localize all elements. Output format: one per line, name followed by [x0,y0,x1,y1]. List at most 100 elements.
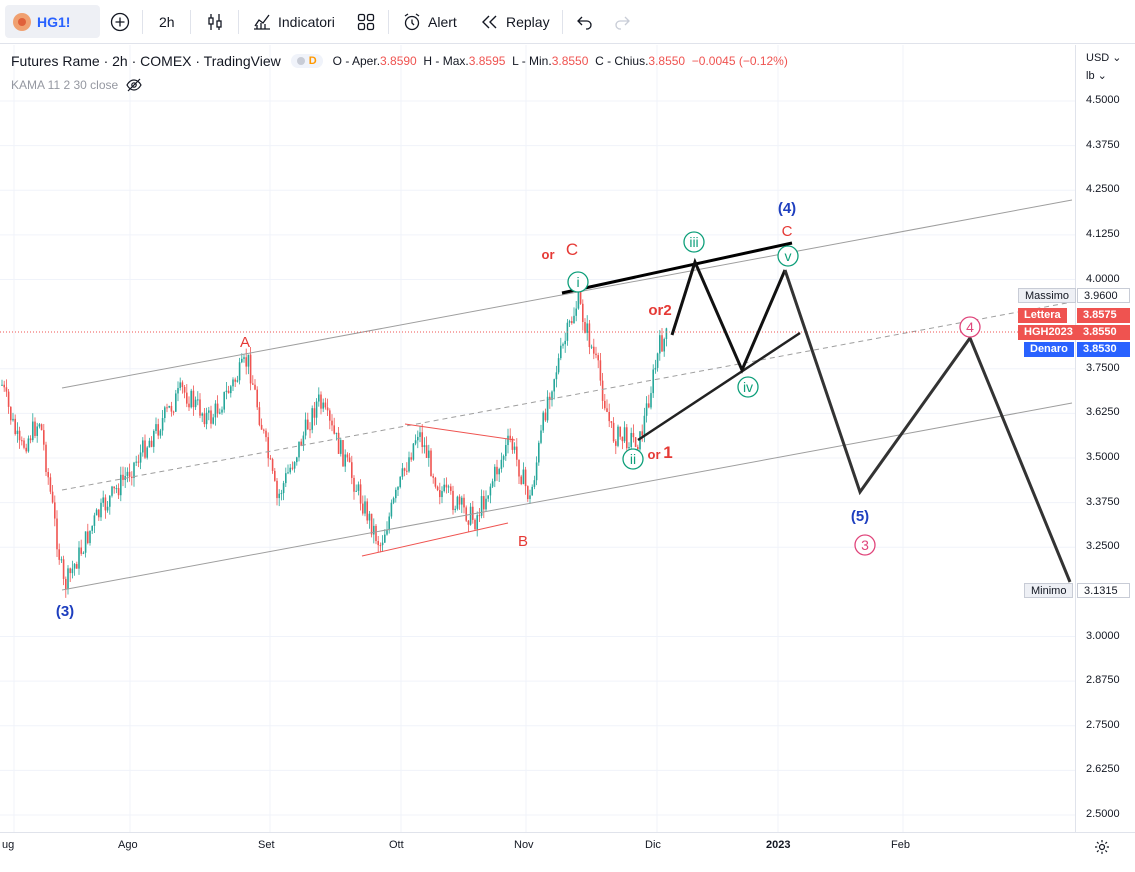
candle-body [639,431,641,450]
candle-body [445,484,448,488]
wave-label-C-top: C [566,240,578,259]
chart-type-button[interactable] [205,7,225,37]
candle-body [423,445,426,447]
candle-body [485,498,487,510]
candle-body [115,488,118,490]
candle-body [311,408,313,430]
candle-body [269,458,272,460]
price-axis[interactable]: USD ⌄ lb ⌄ 4.5000 4.3750 4.2500 4.1250 4.000… [1018,45,1135,832]
candle-body [414,440,417,444]
replay-button[interactable]: Replay [480,7,550,37]
candle-body [172,411,175,413]
candle-body [450,486,452,491]
candle-body [375,525,377,542]
candle-body [186,392,188,404]
toolbar-separator [190,10,191,34]
interval-button[interactable]: 2h [159,7,175,37]
templates-button[interactable] [356,7,376,37]
candle-body [245,357,247,367]
alert-label: Alert [428,14,457,30]
candle-body [126,471,129,476]
minimo-label: Minimo [1024,583,1074,598]
candle-body [307,419,309,430]
candle-body [241,358,243,363]
price-tick: 4.3750 [1086,138,1120,151]
data-delay-badge[interactable]: D [290,54,323,68]
candle-body [320,394,322,409]
projected-wave-black [670,257,787,374]
candle-body [56,518,58,550]
channel-upper-line [61,199,1073,389]
price-tick: 3.6250 [1086,406,1120,419]
candle-body [505,445,507,457]
candle-body [324,402,327,408]
wave-label-i: i [576,274,579,290]
candle-body [461,497,463,505]
unit-selector[interactable]: lb ⌄ [1086,69,1107,82]
undo-button[interactable] [576,7,594,37]
candle-body [555,372,558,380]
price-tick: 3.5000 [1086,451,1120,463]
candle-body [465,507,467,521]
candle-body [608,411,610,422]
candle-body [71,568,74,574]
candle-body [562,344,564,346]
wave-label-ii: ii [630,451,636,467]
candle-body [326,407,329,411]
candle-body [513,446,516,450]
candle-body [12,418,14,421]
compare-add-button[interactable] [110,7,130,37]
candle-body [357,484,360,491]
candle-body [313,408,316,418]
candle-body [36,426,38,436]
candle-body [111,486,113,496]
candle-body [612,422,615,442]
candle-body [425,445,428,458]
wave-label-4-pink: 4 [966,319,974,335]
indicators-button[interactable]: Indicatori [252,7,335,37]
candle-body [135,461,137,463]
candle-body [254,384,256,390]
candle-body [296,457,298,463]
candle-body [577,291,580,309]
candle-body [637,446,639,450]
time-axis[interactable]: ug Ago Set Ott Nov Dic 2023 Feb [0,832,1135,872]
candle-body [467,520,470,525]
candle-body [280,493,283,495]
candle-body [632,432,635,438]
candle-body [379,545,382,547]
candle-body [285,473,287,484]
candle-body [197,399,199,401]
candle-body [221,409,223,413]
candle-body [403,468,406,471]
symbol-search-button[interactable]: HG1! [5,5,100,38]
hidden-eye-icon[interactable] [126,78,142,92]
candle-body [656,353,659,368]
candle-body [289,467,291,473]
gear-icon[interactable] [1094,839,1110,855]
low-label: L - Min. [512,54,552,68]
candle-body [509,435,511,439]
candle-body [650,393,652,408]
candle-body [472,506,474,520]
alert-button[interactable]: Alert [402,7,457,37]
candle-body [282,483,285,494]
candle-body [216,403,219,414]
candle-body [630,432,632,448]
candle-body [496,466,498,475]
price-tick: 2.5000 [1086,808,1120,820]
indicator-name[interactable]: KAMA 11 2 30 close [11,78,119,92]
candle-body [219,412,221,414]
currency-selector[interactable]: USD ⌄ [1086,51,1122,64]
candle-body [568,321,571,323]
redo-button[interactable] [613,7,631,37]
time-tick: Dic [645,839,661,851]
candle-body [45,444,47,473]
minimo-value: 3.1315 [1077,583,1130,598]
channel-mid-line [61,301,1073,491]
wave-label-or: or [542,247,555,262]
candle-body [441,491,443,498]
candle-body [579,291,582,304]
candle-body [469,506,472,525]
